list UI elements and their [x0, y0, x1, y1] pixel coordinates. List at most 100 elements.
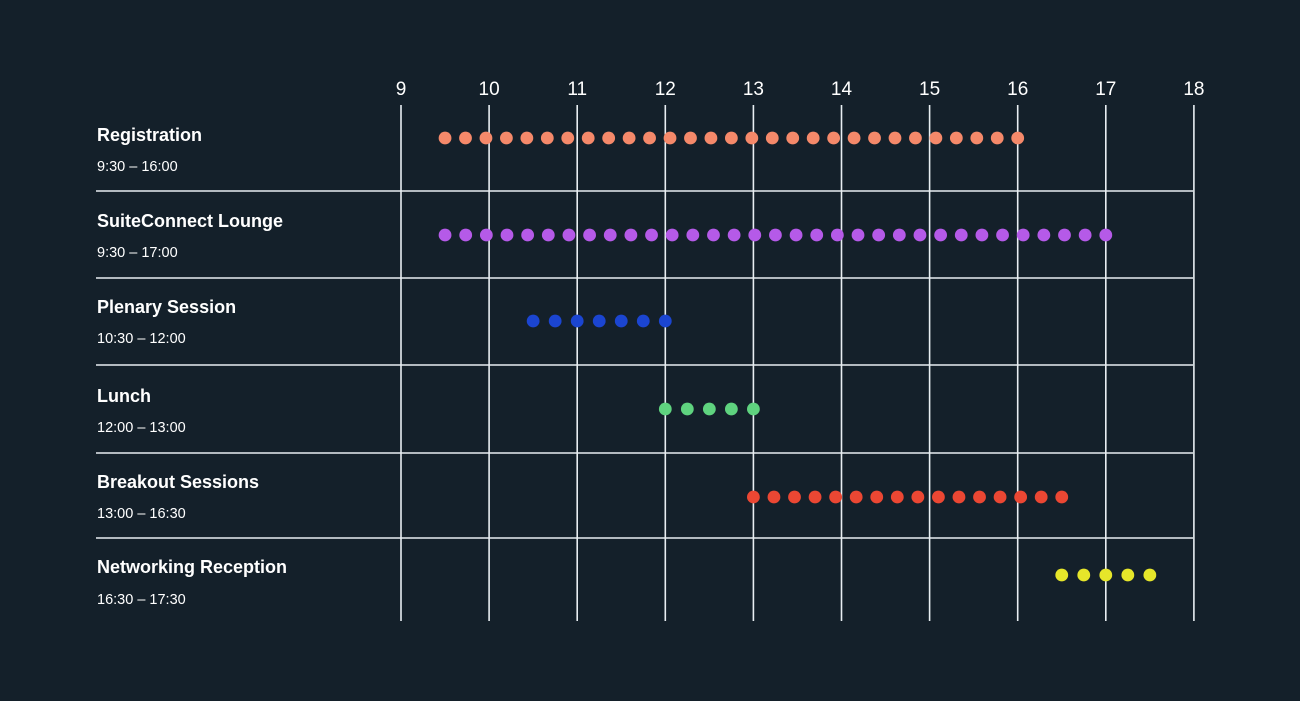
event-title: Networking Reception — [97, 557, 287, 577]
event-dot — [745, 131, 759, 145]
event-dot — [830, 228, 844, 242]
event-dot — [548, 314, 562, 328]
event-dot — [849, 490, 863, 504]
event-dot — [702, 402, 716, 416]
event-dot — [1037, 228, 1051, 242]
event-dot — [1077, 568, 1091, 582]
x-tick-label: 9 — [396, 79, 407, 100]
event-dot — [520, 131, 534, 145]
event-dot — [603, 228, 617, 242]
event-dot — [847, 131, 861, 145]
x-tick-label: 11 — [567, 79, 587, 100]
event-dot — [952, 490, 966, 504]
event-dot — [1055, 568, 1069, 582]
event-dot — [602, 131, 616, 145]
event-dot — [767, 490, 781, 504]
event-dot — [622, 131, 636, 145]
event-dot — [561, 131, 575, 145]
event-dot — [769, 228, 782, 242]
event-dot — [872, 228, 886, 242]
event-dot — [1014, 490, 1028, 504]
event-dot — [1078, 228, 1092, 242]
event-dot — [1016, 228, 1030, 242]
event-time-range: 10:30 – 12:00 — [97, 331, 186, 347]
event-dot — [786, 131, 800, 145]
event-dot — [788, 490, 801, 504]
event-dot — [1034, 490, 1048, 504]
event-dot — [724, 402, 738, 416]
event-title: Lunch — [97, 386, 151, 406]
event-dot — [665, 228, 679, 242]
event-dot — [540, 131, 554, 145]
event-dot — [724, 131, 738, 145]
event-dot — [438, 131, 452, 145]
event-dot — [645, 228, 658, 242]
grid-layer — [96, 105, 1195, 621]
x-tick-label: 15 — [919, 79, 940, 100]
event-dot — [748, 228, 762, 242]
event-dot — [1011, 131, 1025, 145]
row-labels: Registration 9:30 – 16:00 SuiteConnect Lou… — [97, 125, 287, 608]
event-dot — [911, 490, 925, 504]
event-dot — [765, 131, 779, 145]
event-dot — [1055, 490, 1069, 504]
event-dot — [526, 314, 540, 328]
event-dot — [1099, 568, 1113, 582]
x-tick-label: 13 — [743, 79, 764, 100]
event-dot — [658, 314, 672, 328]
event-dot — [808, 490, 822, 504]
event-title: SuiteConnect Lounge — [97, 211, 283, 231]
event-dot — [500, 131, 513, 145]
event-dot — [636, 314, 650, 328]
event-title: Breakout Sessions — [97, 472, 259, 492]
event-dot — [1121, 568, 1135, 582]
event-dot — [747, 402, 760, 416]
event-dot — [479, 228, 493, 242]
event-dot — [747, 490, 760, 504]
event-dot — [913, 228, 927, 242]
event-dot — [1058, 228, 1071, 242]
event-dot — [1143, 568, 1157, 582]
event-dot — [583, 228, 596, 242]
event-time-range: 16:30 – 17:30 — [97, 592, 186, 608]
event-time-range: 13:00 – 16:30 — [97, 506, 186, 522]
event-dot — [1099, 228, 1113, 242]
x-tick-label: 18 — [1183, 79, 1204, 100]
event-dot — [614, 314, 628, 328]
event-dot — [727, 228, 741, 242]
event-dot — [541, 228, 555, 242]
event-dot — [996, 228, 1009, 242]
event-dot — [932, 490, 945, 504]
event-dot — [479, 131, 493, 145]
x-tick-label: 17 — [1095, 79, 1116, 100]
event-dot — [892, 228, 906, 242]
event-dot — [829, 490, 843, 504]
event-dot — [680, 402, 694, 416]
event-title: Registration — [97, 125, 202, 145]
event-dot — [909, 131, 922, 145]
event-dot — [521, 228, 535, 242]
event-dot — [949, 131, 963, 145]
x-tick-label: 10 — [479, 79, 500, 100]
event-dot — [934, 228, 948, 242]
event-dot — [990, 131, 1004, 145]
event-dot — [888, 131, 902, 145]
event-dot — [954, 228, 968, 242]
event-dot — [975, 228, 989, 242]
event-dot — [970, 131, 984, 145]
event-time-range: 12:00 – 13:00 — [97, 420, 186, 436]
event-dot — [806, 131, 820, 145]
event-dot — [438, 228, 452, 242]
event-dot — [789, 228, 803, 242]
event-dot — [658, 402, 672, 416]
event-dot — [707, 228, 720, 242]
event-dot — [684, 131, 697, 145]
event-dot — [827, 131, 841, 145]
x-axis-ticks: 9 10 11 12 13 14 15 16 17 18 — [396, 79, 1205, 100]
event-dot — [570, 314, 584, 328]
event-dot — [929, 131, 943, 145]
event-time-range: 9:30 – 16:00 — [97, 159, 178, 175]
event-dot — [686, 228, 700, 242]
event-dot — [581, 131, 595, 145]
